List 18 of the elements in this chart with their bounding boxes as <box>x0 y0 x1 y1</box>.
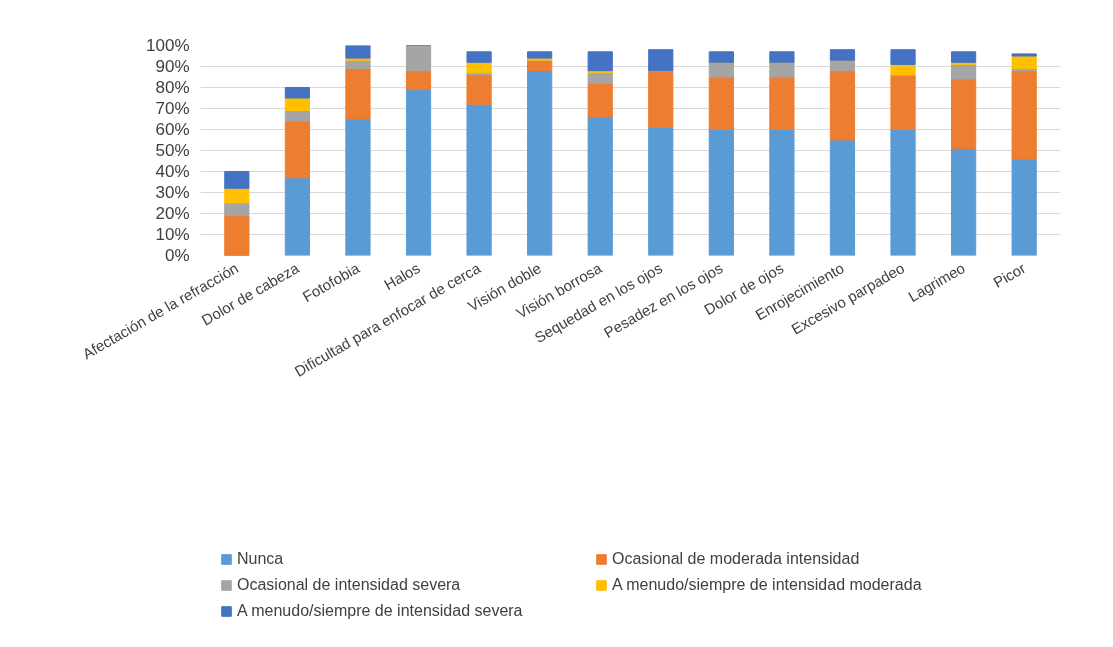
legend-label: Ocasional de moderada intensidad <box>612 550 861 568</box>
y-tick-label: 20% <box>155 204 190 223</box>
y-tick-label: 60% <box>155 120 190 139</box>
legend-label: Ocasional de intensidad severa <box>237 576 462 594</box>
y-tick-label: 40% <box>155 162 190 181</box>
y-tick-label: 80% <box>155 78 190 97</box>
y-tick-label: 100% <box>146 36 190 55</box>
y-tick-label: 50% <box>155 141 190 160</box>
legend-label: A menudo/siempre de intensidad moderada <box>612 576 923 594</box>
y-tick-label: 90% <box>155 57 190 76</box>
x-tick-label: Picor <box>990 259 1029 291</box>
legend-label: A menudo/siempre de intensidad severa <box>237 602 524 620</box>
y-tick-label: 10% <box>155 225 190 244</box>
y-tick-label: 0% <box>164 246 190 265</box>
legend-label: Nunca <box>237 550 285 568</box>
y-tick-label: 70% <box>155 99 190 118</box>
x-tick-label: Halos <box>381 259 423 294</box>
y-tick-label: 30% <box>155 183 190 202</box>
